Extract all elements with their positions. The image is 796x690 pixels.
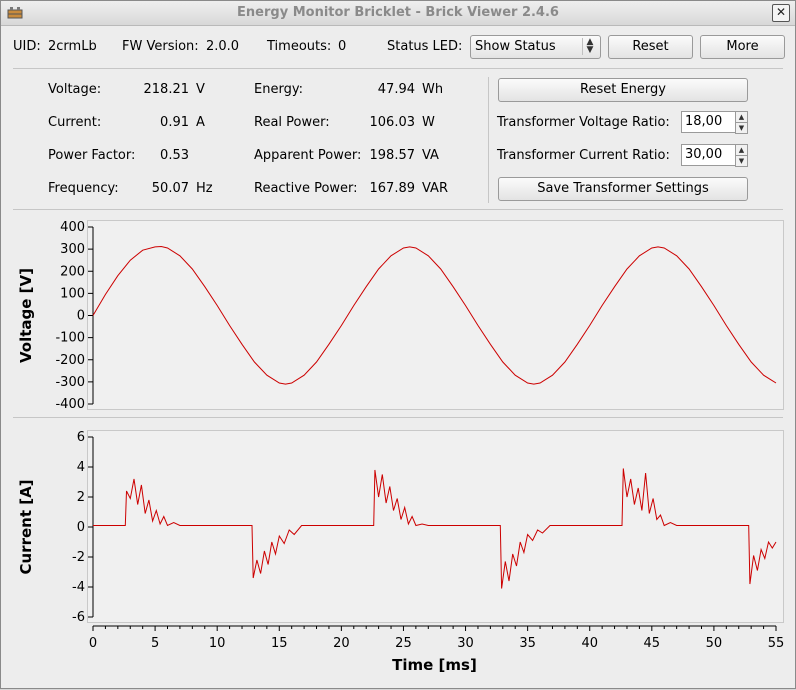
x-tick-label: 0 [89, 636, 97, 651]
x-tick-label: 10 [209, 636, 226, 651]
window-title: Energy Monitor Bricklet - Brick Viewer 2… [237, 5, 559, 20]
reactive-power-value: 167.89 [369, 181, 416, 196]
x-tick-label: 25 [395, 636, 412, 651]
current-plot-area [87, 430, 784, 623]
current-ratio-input[interactable]: 30,00 [681, 144, 738, 166]
x-tick-label: 50 [706, 636, 723, 651]
energy-value: 47.94 [377, 82, 415, 97]
y-axis-label: Current [A] [17, 479, 35, 574]
y-tick-label: -4 [72, 580, 85, 595]
uid-value: 2crmLb [48, 39, 97, 54]
x-tick-label: 20 [333, 636, 350, 651]
save-transformer-settings-button[interactable]: Save Transformer Settings [498, 177, 748, 201]
timeouts-value: 0 [338, 39, 347, 54]
y-tick-label: 0 [77, 309, 85, 324]
divider [13, 417, 783, 418]
energy-label: Energy: [254, 82, 303, 97]
y-tick-label: 200 [60, 264, 85, 279]
reset-button[interactable]: Reset [608, 35, 693, 59]
status-led-select[interactable]: Show Status ▲ ▼ [470, 35, 601, 59]
reactive-power-label: Reactive Power: [254, 181, 358, 196]
voltage-ratio-spinbox[interactable]: 18,00 ▲ ▼ [681, 111, 748, 134]
divider [13, 209, 783, 210]
y-tick-label: 300 [60, 242, 85, 257]
series-line [92, 245, 777, 385]
real-power-label: Real Power: [254, 115, 330, 130]
spin-down-icon[interactable]: ▼ [735, 122, 748, 134]
close-icon[interactable]: ✕ [772, 4, 790, 22]
updown-arrow-icon: ▲ ▼ [582, 38, 597, 55]
y-tick-label: 100 [60, 286, 85, 301]
more-button[interactable]: More [700, 35, 785, 59]
power-factor-label: Power Factor: [48, 148, 136, 163]
divider [488, 77, 489, 203]
voltage-ratio-label: Transformer Voltage Ratio: [497, 115, 670, 130]
voltage-unit: V [196, 82, 205, 97]
energy-unit: Wh [422, 82, 444, 97]
uid-label: UID: [13, 39, 41, 54]
x-tick-label: 35 [519, 636, 536, 651]
x-tick-label: 15 [271, 636, 288, 651]
fw-version-label: FW Version: [122, 39, 199, 54]
voltage-plot-area [87, 220, 784, 410]
frequency-value: 50.07 [151, 181, 189, 196]
spin-down-icon[interactable]: ▼ [735, 155, 748, 167]
current-label: Current: [48, 115, 102, 130]
y-tick-label: -6 [72, 610, 85, 625]
reset-energy-button[interactable]: Reset Energy [498, 78, 748, 102]
power-factor-value: 0.53 [160, 148, 189, 163]
current-ratio-label: Transformer Current Ratio: [497, 148, 670, 163]
real-power-value: 106.03 [369, 115, 416, 130]
x-tick-label: 40 [581, 636, 598, 651]
y-tick-label: -200 [55, 353, 85, 368]
voltage-ratio-input[interactable]: 18,00 [681, 111, 738, 133]
current-unit: A [196, 115, 205, 130]
current-value: 0.91 [160, 115, 189, 130]
series-line [93, 468, 777, 589]
status-led-value: Show Status [475, 39, 556, 54]
x-tick-label: 45 [644, 636, 661, 651]
y-tick-label: 4 [77, 460, 85, 475]
title-bar[interactable]: Energy Monitor Bricklet - Brick Viewer 2… [1, 1, 795, 26]
apparent-power-value: 198.57 [369, 148, 416, 163]
x-tick-label: 30 [457, 636, 474, 651]
voltage-value: 218.21 [143, 82, 190, 97]
y-tick-label: -400 [55, 397, 85, 412]
real-power-unit: W [422, 115, 435, 130]
x-tick-label: 5 [151, 636, 159, 651]
y-tick-label: -100 [55, 331, 85, 346]
apparent-power-unit: VA [422, 148, 439, 163]
y-axis-label: Voltage [V] [17, 268, 35, 363]
status-led-label: Status LED: [387, 39, 463, 54]
reactive-power-unit: VAR [422, 181, 448, 196]
x-tick-label: 55 [768, 636, 785, 651]
fw-version-value: 2.0.0 [206, 39, 240, 54]
y-tick-label: -2 [72, 550, 85, 565]
y-tick-label: 6 [77, 430, 85, 445]
frequency-unit: Hz [196, 181, 213, 196]
brick-icon [7, 7, 23, 19]
current-ratio-spinbox[interactable]: 30,00 ▲ ▼ [681, 144, 748, 167]
x-axis-label: Time [ms] [392, 656, 477, 674]
divider [13, 68, 783, 69]
y-tick-label: 2 [77, 490, 85, 505]
frequency-label: Frequency: [48, 181, 119, 196]
y-tick-label: -300 [55, 375, 85, 390]
apparent-power-label: Apparent Power: [254, 148, 362, 163]
voltage-label: Voltage: [48, 82, 102, 97]
y-tick-label: 400 [60, 220, 85, 235]
y-tick-label: 0 [77, 520, 85, 535]
timeouts-label: Timeouts: [267, 39, 332, 54]
